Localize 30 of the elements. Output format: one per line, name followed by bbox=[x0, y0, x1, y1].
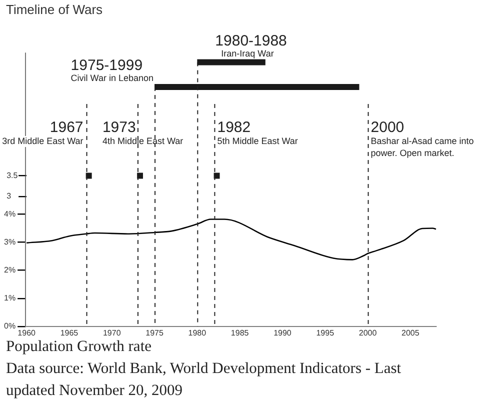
y-tick-label: 0% bbox=[4, 322, 16, 331]
annotation: 4th Middle East War bbox=[102, 136, 184, 146]
ref-line-label: 1973 bbox=[102, 119, 136, 136]
ref-line-label: 1982 bbox=[217, 119, 251, 136]
y-tick-label: 1% bbox=[4, 294, 16, 303]
annotation: Bashar al-Asad came into power. Open market. bbox=[370, 136, 474, 158]
x-tick-label: 1985 bbox=[230, 328, 250, 338]
source-note: Data source: World Bank, World Development Indicators - Last updated November 20, 2009 bbox=[6, 359, 402, 401]
chart-title: Timeline of Wars bbox=[6, 2, 103, 17]
x-tick-label: 1980 bbox=[188, 328, 207, 338]
x-tick-label: 1975 bbox=[146, 328, 164, 338]
series-label: 1980-1988 Iran-Iraq War bbox=[215, 32, 287, 58]
text: Population Growth rate bbox=[6, 337, 153, 357]
series-label: 1975-1999 Civil War in Lebanon bbox=[70, 57, 154, 84]
y2-tick-label: 3.5 bbox=[6, 170, 18, 180]
x-tick-label: 2000 bbox=[358, 328, 378, 338]
x-tick-label: 2005 bbox=[402, 328, 420, 338]
y-tick-label: 3% bbox=[4, 237, 16, 246]
y2-tick-label: 3 bbox=[6, 192, 12, 201]
annotation: 3rd Middle East War bbox=[2, 136, 84, 146]
x-tick-label: 1995 bbox=[316, 328, 335, 338]
x-tick-label: 1970 bbox=[102, 328, 122, 338]
ref-line-label: 2000 bbox=[370, 119, 404, 136]
annotation: 5th Middle East War bbox=[217, 136, 298, 146]
y-tick-label: 2% bbox=[4, 266, 16, 275]
x-tick-label: 1990 bbox=[274, 328, 292, 338]
x-tick-label: 1960 bbox=[18, 328, 36, 338]
y-tick-label: 4% bbox=[4, 209, 16, 218]
x-tick-label: 1965 bbox=[60, 328, 79, 338]
ref-line-label: 1967 bbox=[50, 119, 84, 136]
